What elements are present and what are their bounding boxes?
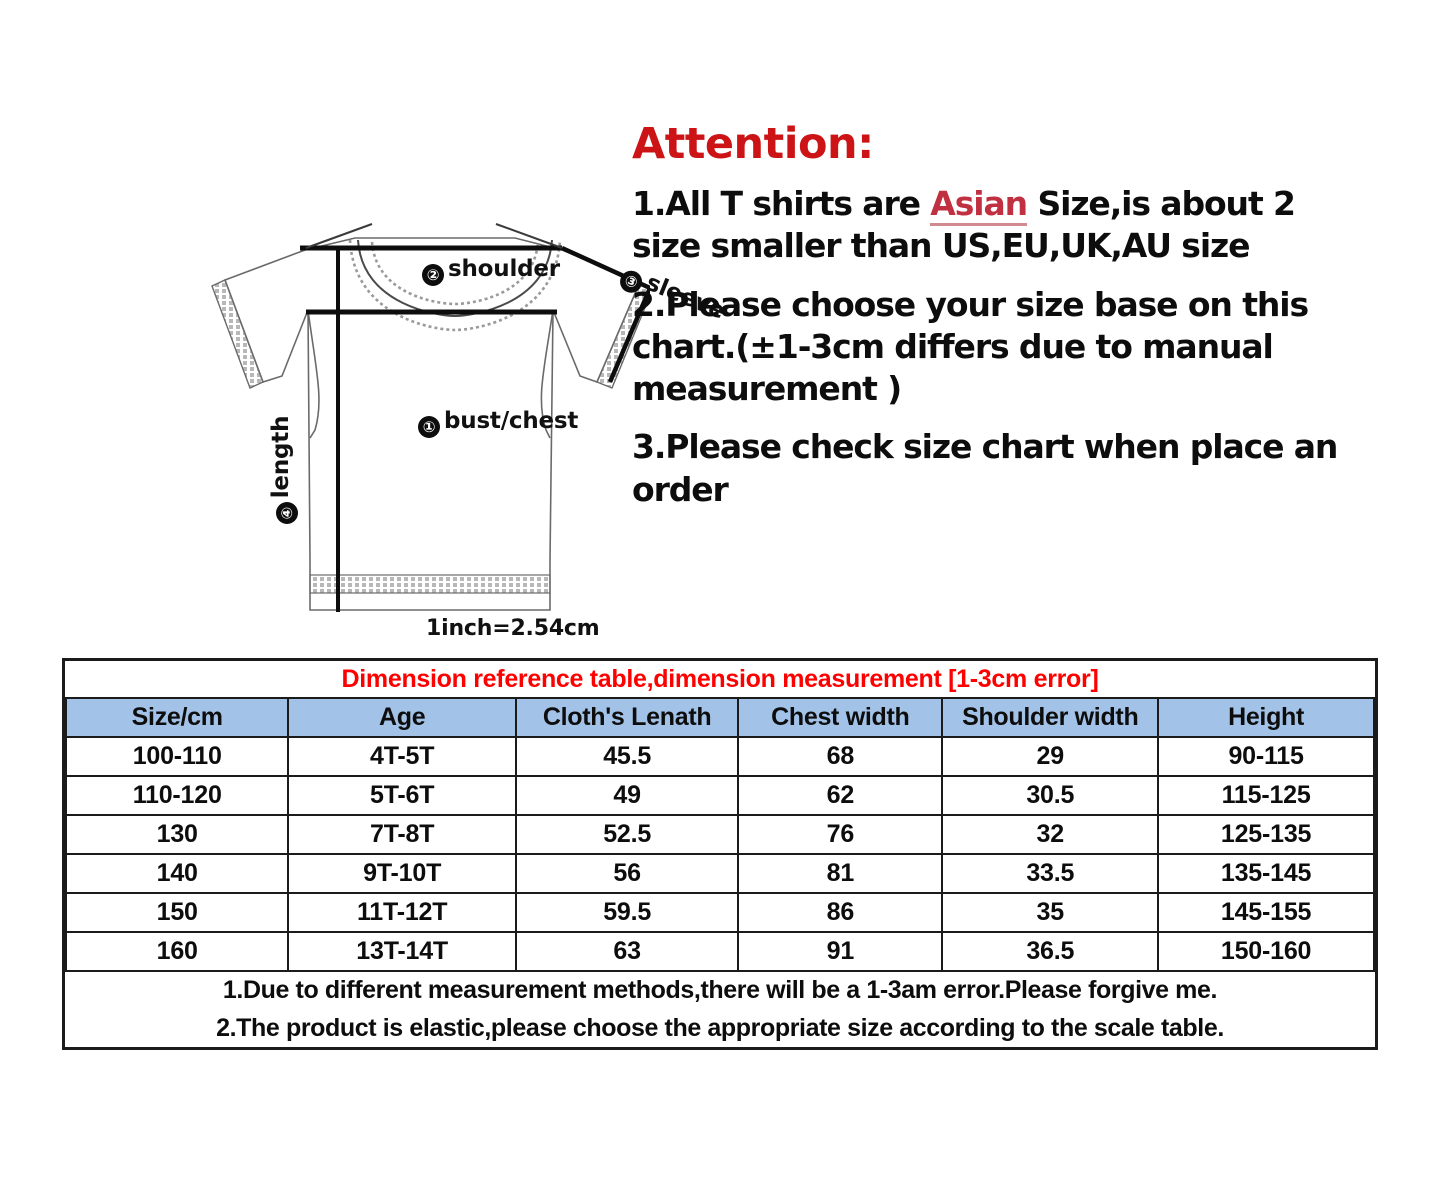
table-row: 130 7T-8T 52.5 76 32 125-135: [64, 814, 1375, 855]
column-header-height: Height: [1157, 697, 1375, 738]
cell-chest-width: 68: [737, 736, 944, 777]
column-header-cloth-length: Cloth's Lenath: [514, 697, 740, 738]
cell-size: 160: [64, 931, 290, 972]
cell-age: 13T-14T: [287, 931, 517, 972]
tshirt-outline-icon: [211, 223, 650, 612]
cell-shoulder-width: 30.5: [941, 775, 1160, 816]
cell-cloth-length: 52.5: [514, 814, 740, 855]
marker-1-icon: ①: [418, 416, 440, 438]
cell-cloth-length: 59.5: [514, 892, 740, 933]
cell-shoulder-width: 32: [941, 814, 1160, 855]
size-chart-table: Dimension reference table,dimension meas…: [64, 661, 1375, 1047]
cell-shoulder-width: 35: [941, 892, 1160, 933]
cell-chest-width: 62: [737, 775, 944, 816]
cell-chest-width: 86: [737, 892, 944, 933]
label-bust-text: bust/chest: [444, 408, 579, 434]
cell-height: 150-160: [1157, 931, 1375, 972]
cell-chest-width: 76: [737, 814, 944, 855]
footer-note-1: 1.Due to different measurement methods,t…: [222, 976, 1218, 1004]
cell-cloth-length: 56: [514, 853, 740, 894]
cell-age: 4T-5T: [287, 736, 517, 777]
label-shoulder: ② shoulder: [422, 256, 560, 286]
cell-chest-width: 81: [737, 853, 944, 894]
attention-title: Attention:: [632, 119, 874, 169]
inch-conversion-note: 1inch=2.54cm: [426, 616, 600, 641]
cell-size: 110-120: [64, 775, 290, 816]
table-row: 110-120 5T-6T 49 62 30.5 115-125: [64, 775, 1375, 816]
cell-height: 90-115: [1157, 736, 1375, 777]
table-row: 150 11T-12T 59.5 86 35 145-155: [64, 892, 1375, 933]
cell-height: 125-135: [1157, 814, 1375, 855]
cell-size: 150: [64, 892, 290, 933]
attention-note-1-highlight: Asian: [930, 184, 1028, 227]
table-header-row: Size/cm Age Cloth's Lenath Chest width S…: [64, 697, 1375, 738]
cell-shoulder-width: 36.5: [941, 931, 1160, 972]
column-header-size: Size/cm: [64, 697, 290, 738]
label-length: ④ length: [268, 416, 403, 525]
column-header-shoulder-width: Shoulder width: [941, 697, 1160, 738]
label-length-text: length: [268, 415, 294, 499]
table-body: 100-110 4T-5T 45.5 68 29 90-115 110-120 …: [64, 736, 1375, 972]
column-header-age: Age: [287, 697, 517, 738]
cell-age: 11T-12T: [287, 892, 517, 933]
cell-shoulder-width: 33.5: [941, 853, 1160, 894]
footer-notes: 1.Due to different measurement methods,t…: [66, 970, 1374, 1047]
column-header-chest-width: Chest width: [737, 697, 944, 738]
cell-age: 7T-8T: [287, 814, 517, 855]
cell-size: 130: [64, 814, 290, 855]
table-row: 140 9T-10T 56 81 33.5 135-145: [64, 853, 1375, 894]
table-row: 160 13T-14T 63 91 36.5 150-160: [64, 931, 1375, 972]
table-row: 100-110 4T-5T 45.5 68 29 90-115: [64, 736, 1375, 777]
table-title-row: Dimension reference table,dimension meas…: [66, 661, 1374, 699]
cell-cloth-length: 45.5: [514, 736, 740, 777]
cell-age: 5T-6T: [287, 775, 517, 816]
diagram-and-attention-section: ② shoulder ③sleeve ① bust/chest ④length 1i…: [110, 119, 1362, 641]
attention-block: Attention: 1.All T shirts are Asian Size…: [632, 119, 1362, 527]
cell-height: 145-155: [1157, 892, 1375, 933]
cell-age: 9T-10T: [287, 853, 517, 894]
table-footer: 1.Due to different measurement methods,t…: [66, 970, 1374, 1047]
cell-shoulder-width: 29: [941, 736, 1160, 777]
tshirt-measurement-diagram: ② shoulder ③sleeve ① bust/chest ④length 1i…: [110, 120, 728, 641]
cell-size: 100-110: [64, 736, 290, 777]
cell-chest-width: 91: [737, 931, 944, 972]
attention-note-1-suffix: Size,is about 2 size smaller than US,EU,…: [632, 184, 1296, 266]
label-shoulder-text: shoulder: [448, 256, 560, 282]
footer-note-2: 2.The product is elastic,please choose t…: [216, 1013, 1224, 1042]
label-bust-chest: ① bust/chest: [418, 408, 578, 438]
cell-size: 140: [64, 853, 290, 894]
cell-cloth-length: 49: [514, 775, 740, 816]
attention-note-3: 3.Please check size chart when place an …: [632, 427, 1338, 509]
cell-height: 135-145: [1157, 853, 1375, 894]
attention-note-2: 2.Please choose your size base on this c…: [632, 284, 1309, 409]
cell-cloth-length: 63: [514, 931, 740, 972]
attention-note-1-prefix: 1.All T shirts are: [632, 184, 931, 224]
table-title: Dimension reference table,dimension meas…: [66, 661, 1374, 699]
attention-note-1: 1.All T shirts are Asian Size,is about 2…: [632, 183, 1362, 267]
marker-2-icon: ②: [422, 264, 444, 286]
cell-height: 115-125: [1157, 775, 1375, 816]
marker-4-icon: ④: [276, 502, 298, 525]
size-chart-container: Dimension reference table,dimension meas…: [62, 658, 1378, 1050]
